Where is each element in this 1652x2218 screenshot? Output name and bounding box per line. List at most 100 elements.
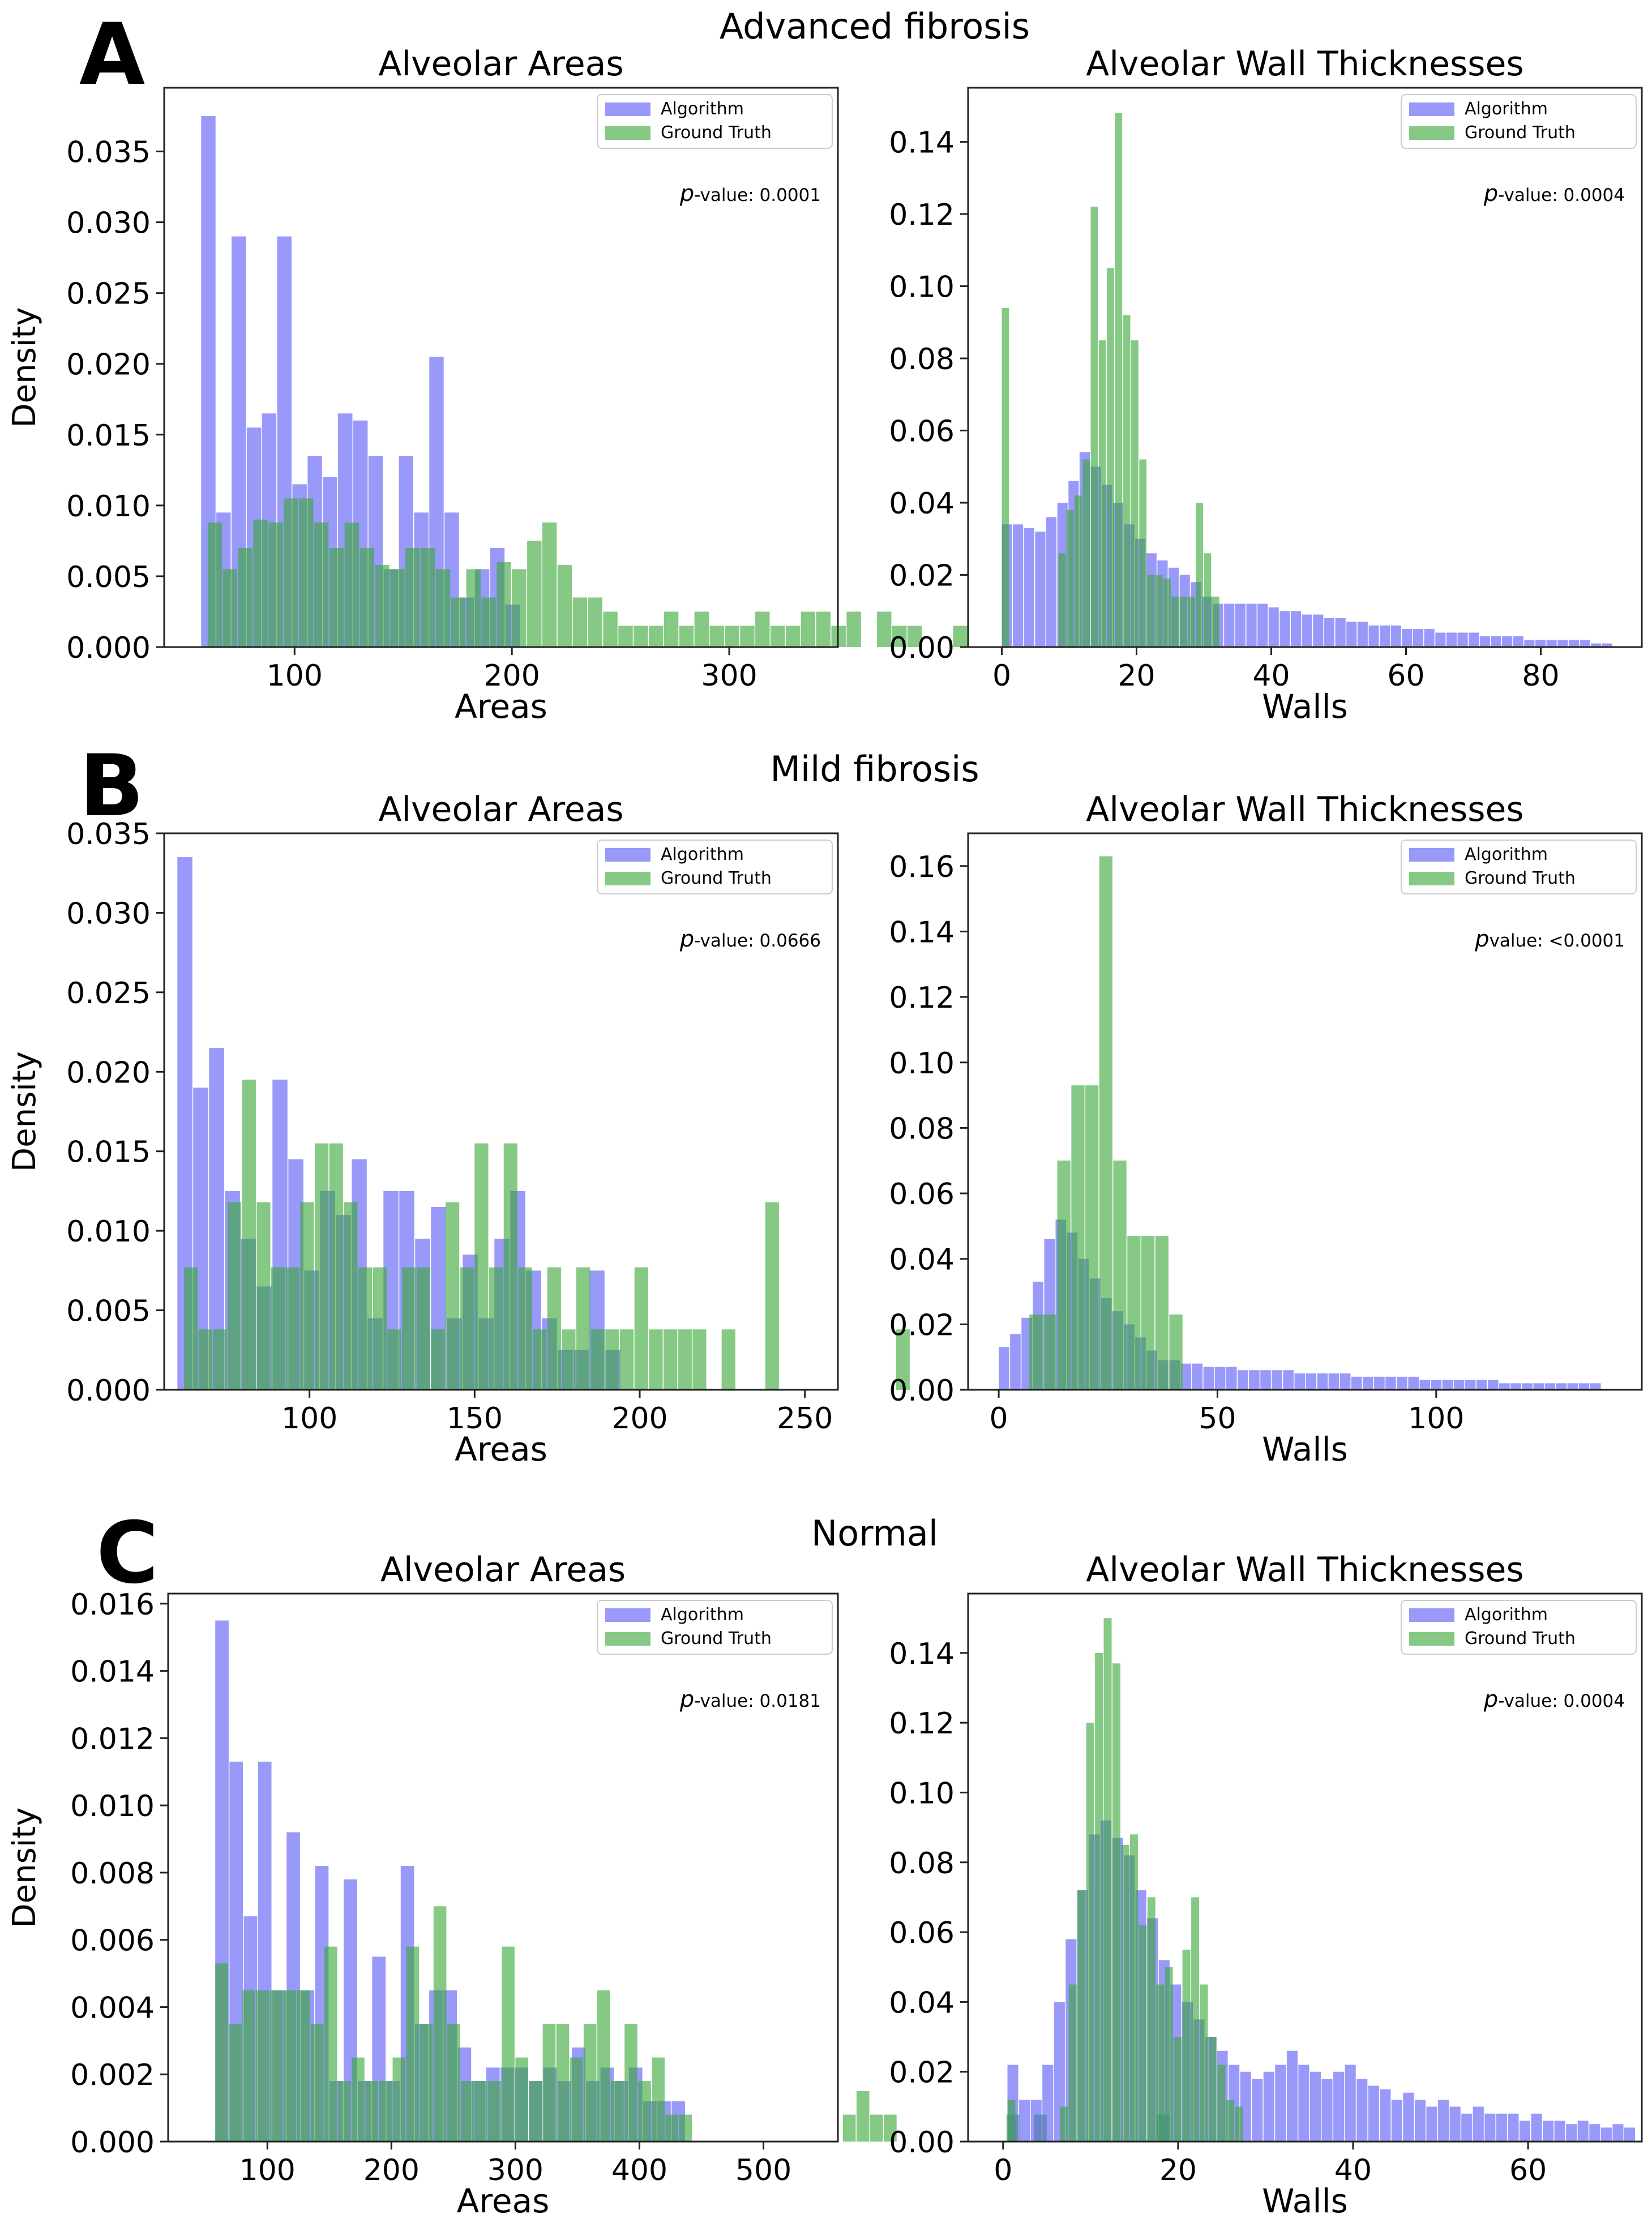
algorithm-bar — [1403, 2092, 1414, 2142]
x-tick-label: 20 — [1118, 659, 1155, 693]
ground-truth-bar — [184, 1267, 198, 1390]
ground-truth-bar — [1082, 459, 1090, 647]
legend-label-ground-truth: Ground Truth — [1465, 1629, 1576, 1648]
ground-truth-bar — [466, 569, 481, 647]
algorithm-bar — [1019, 2100, 1030, 2142]
ground-truth-bar — [405, 547, 420, 647]
x-tick-label: 40 — [1252, 659, 1290, 693]
legend-label-algorithm: Algorithm — [661, 845, 744, 864]
legend-box — [1401, 94, 1637, 149]
legend-box — [597, 94, 833, 149]
ground-truth-bar — [344, 1202, 358, 1390]
algorithm-bar — [1046, 517, 1057, 647]
algorithm-bar — [1465, 1380, 1476, 1390]
algorithm-bar — [1226, 1367, 1237, 1390]
algorithm-bar — [1602, 643, 1612, 647]
algorithm-bar — [1042, 2065, 1054, 2142]
x-axis-label: Areas — [457, 2182, 550, 2218]
algorithm-bar — [1600, 2127, 1612, 2142]
ground-truth-bar — [1196, 503, 1203, 647]
ground-truth-bar — [481, 597, 496, 647]
algorithm-bar — [1391, 2100, 1402, 2142]
legend-label-ground-truth: Ground Truth — [1465, 868, 1576, 888]
legend-box — [1401, 1600, 1637, 1655]
ground-truth-bar — [1113, 1161, 1127, 1390]
ground-truth-bar — [624, 2024, 637, 2142]
ground-truth-bar — [284, 498, 298, 647]
ground-truth-bar — [283, 1990, 297, 2142]
algorithm-bar — [1488, 1380, 1499, 1390]
algorithm-bar — [1030, 2100, 1042, 2142]
legend-swatch-ground-truth — [605, 126, 650, 140]
algorithm-bar — [1374, 1376, 1385, 1390]
algorithm-bar — [1438, 2100, 1449, 2142]
y-tick-label: 0.04 — [889, 1243, 955, 1277]
ground-truth-bar — [1171, 596, 1179, 647]
ground-truth-bar — [816, 611, 831, 647]
y-tick-label: 0.010 — [66, 490, 151, 524]
algorithm-bar — [1535, 640, 1546, 647]
legend-label-algorithm: Algorithm — [1465, 845, 1548, 864]
algorithm-bar — [1519, 2121, 1530, 2142]
y-tick-label: 0.12 — [889, 198, 955, 232]
ground-truth-bar — [1155, 1236, 1169, 1390]
y-tick-label: 0.002 — [70, 2058, 155, 2092]
ground-truth-bar — [421, 547, 435, 647]
y-tick-label: 0.005 — [66, 1295, 151, 1329]
algorithm-bar — [1351, 1376, 1362, 1390]
ground-truth-bar — [725, 626, 739, 647]
chart-title: Alveolar Areas — [378, 44, 623, 84]
algorithm-bar — [1442, 1380, 1453, 1390]
ground-truth-bar — [512, 569, 527, 647]
algorithm-bar — [1402, 629, 1413, 647]
algorithm-bar — [1426, 2106, 1437, 2142]
ground-truth-bar — [1155, 575, 1163, 647]
algorithm-bar — [1283, 1370, 1294, 1390]
ground-truth-bar — [618, 626, 633, 647]
ground-truth-bar — [1075, 495, 1082, 647]
y-tick-label: 0.14 — [889, 915, 955, 949]
ground-truth-bar — [678, 1329, 692, 1390]
algorithm-bar — [1435, 632, 1446, 647]
x-tick-label: 200 — [611, 1402, 667, 1436]
ground-truth-bar — [665, 2114, 679, 2142]
y-tick-label: 0.00 — [889, 2126, 955, 2160]
ground-truth-bar — [801, 611, 816, 647]
x-tick-label: 250 — [777, 1402, 833, 1436]
ground-truth-bar — [451, 597, 466, 647]
ground-truth-bar — [1066, 509, 1074, 647]
legend-label-ground-truth: Ground Truth — [661, 123, 772, 143]
ground-truth-bar — [365, 2081, 378, 2142]
ground-truth-bar — [1086, 1723, 1094, 2142]
algorithm-bar — [1479, 636, 1490, 647]
ground-truth-bar — [611, 2081, 624, 2142]
algorithm-bar — [1590, 1383, 1601, 1390]
ground-truth-bar — [324, 1946, 337, 2142]
algorithm-bar — [1235, 603, 1246, 647]
algorithm-bar — [1544, 1383, 1556, 1390]
p-value-text: -value: 0.0004 — [1498, 1691, 1625, 1711]
ground-truth-bar — [285, 1267, 299, 1390]
y-tick-label: 0.14 — [889, 1637, 955, 1671]
ground-truth-bar — [634, 626, 648, 647]
legend-swatch-ground-truth — [1409, 1632, 1454, 1646]
legend-swatch-algorithm — [1409, 1608, 1454, 1622]
ground-truth-bar — [229, 2024, 242, 2142]
algorithm-bar — [1335, 618, 1346, 647]
algorithm-bar — [1294, 1373, 1306, 1390]
legend-swatch-ground-truth — [1409, 872, 1454, 885]
legend-swatch-ground-truth — [605, 872, 650, 885]
chart-title: Alveolar Wall Thicknesses — [1086, 44, 1523, 84]
ground-truth-bar — [1043, 1314, 1057, 1390]
y-axis-label: Density — [6, 1808, 43, 1928]
ground-truth-bar — [314, 522, 329, 647]
ground-truth-bar — [533, 1329, 547, 1390]
algorithm-bar — [1035, 532, 1046, 647]
x-tick-label: 300 — [487, 2153, 543, 2187]
ground-truth-bar — [1085, 1085, 1099, 1390]
algorithm-bar — [1473, 2106, 1484, 2142]
algorithm-bar — [1238, 1370, 1248, 1390]
chart-a-walls: Alveolar Wall Thicknesses 0.00 0.02 0.04 0.0… — [889, 44, 1643, 726]
y-tick-label: 0.08 — [889, 342, 955, 376]
ground-truth-bar — [907, 626, 922, 647]
